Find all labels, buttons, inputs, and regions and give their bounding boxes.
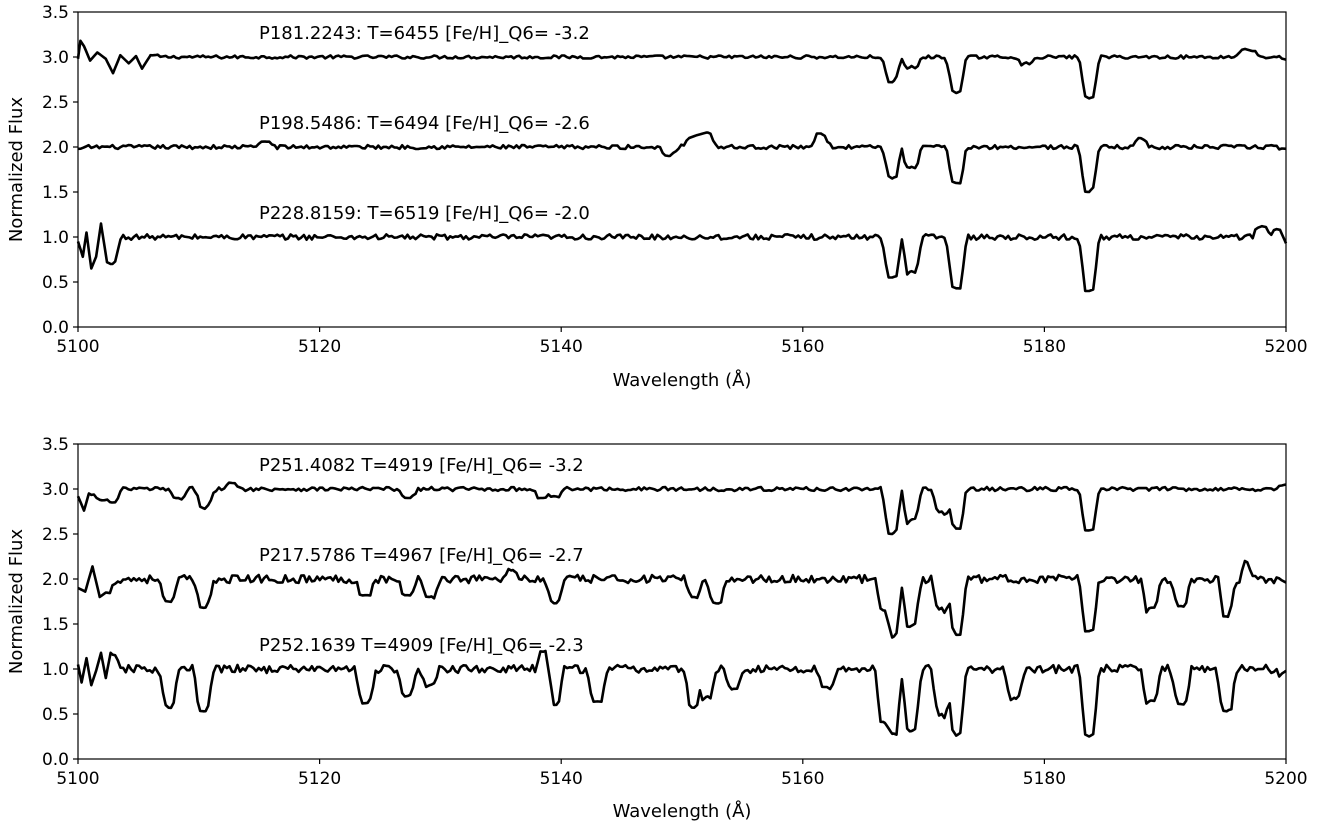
top-panel-annotations: P181.2243: T=6455 [Fe/H]_Q6= -3.2 P198.54… — [259, 23, 590, 224]
top-x-tick-label: 5100 — [56, 337, 99, 357]
top-x-tick-label: 5120 — [298, 337, 341, 357]
bottom-y-tick-label: 3.0 — [42, 480, 69, 500]
top-panel-frame — [77, 11, 1287, 328]
bottom-panel-x-ticks: 5100 5120 5140 5160 5180 5200 — [56, 759, 1308, 789]
top-y-tick-label: 3.5 — [42, 3, 69, 23]
top-spectrum-label-3: P228.8159: T=6519 [Fe/H]_Q6= -2.0 — [259, 203, 590, 224]
bottom-spectrum-line-2 — [77, 559, 1287, 639]
top-spectrum-line-1 — [76, 39, 1287, 100]
bottom-spectrum-label-3: P252.1639 T=4909 [Fe/H]_Q6= -2.3 — [259, 635, 584, 656]
bottom-spectrum-label-1: P251.4082 T=4919 [Fe/H]_Q6= -3.2 — [259, 455, 584, 476]
top-y-tick-label: 1.5 — [42, 183, 69, 203]
bottom-spectrum-line-3 — [76, 649, 1287, 738]
top-spectrum-line-2 — [77, 131, 1287, 194]
bottom-x-tick-label: 5140 — [540, 769, 583, 789]
top-x-tick-label: 5180 — [1023, 337, 1066, 357]
bottom-spectrum-label-2: P217.5786 T=4967 [Fe/H]_Q6= -2.7 — [259, 545, 584, 566]
top-y-tick-label: 3.0 — [42, 48, 69, 68]
bottom-y-tick-label: 1.0 — [42, 660, 69, 680]
bottom-panel-frame — [77, 443, 1287, 760]
top-y-tick-label: 1.0 — [42, 228, 69, 248]
bottom-x-tick-label: 5100 — [56, 769, 99, 789]
bottom-panel-spectra — [76, 481, 1287, 738]
bottom-panel-y-ticks: 0.0 0.5 1.0 1.5 2.0 2.5 3.0 3.5 — [42, 435, 78, 770]
bottom-y-tick-label: 0.5 — [42, 705, 69, 725]
top-panel-x-ticks: 5100 5120 5140 5160 5180 5200 — [56, 327, 1308, 357]
top-x-tick-label: 5160 — [781, 337, 824, 357]
top-panel: 5100 5120 5140 5160 5180 5200 0.0 0.5 1.0 1.5 2.0… — [6, 3, 1308, 391]
bottom-y-tick-label: 3.5 — [42, 435, 69, 455]
top-y-tick-label: 2.0 — [42, 138, 69, 158]
bottom-x-tick-label: 5120 — [298, 769, 341, 789]
bottom-y-tick-label: 0.0 — [42, 750, 69, 770]
bottom-x-tick-label: 5180 — [1023, 769, 1066, 789]
bottom-y-tick-label: 2.0 — [42, 570, 69, 590]
bottom-panel-annotations: P251.4082 T=4919 [Fe/H]_Q6= -3.2 P217.578… — [259, 455, 584, 656]
bottom-panel-x-axis-label: Wavelength (Å) — [613, 800, 752, 822]
top-spectrum-label-2: P198.5486: T=6494 [Fe/H]_Q6= -2.6 — [259, 113, 590, 134]
bottom-panel-y-axis-label: Normalized Flux — [6, 529, 27, 675]
top-spectrum-label-1: P181.2243: T=6455 [Fe/H]_Q6= -3.2 — [259, 23, 590, 44]
top-spectrum-line-3 — [76, 222, 1288, 293]
top-y-tick-label: 0.5 — [42, 273, 69, 293]
bottom-x-tick-label: 5160 — [781, 769, 824, 789]
bottom-y-tick-label: 1.5 — [42, 615, 69, 635]
top-panel-y-ticks: 0.0 0.5 1.0 1.5 2.0 2.5 3.0 3.5 — [42, 3, 78, 338]
bottom-panel: 5100 5120 5140 5160 5180 5200 0.0 0.5 1.0 1.5 2.0… — [6, 435, 1308, 822]
top-y-tick-label: 2.5 — [42, 93, 69, 113]
top-panel-x-axis-label: Wavelength (Å) — [613, 369, 752, 391]
bottom-spectrum-line-1 — [76, 481, 1287, 536]
top-panel-spectra — [76, 39, 1288, 293]
top-x-tick-label: 5140 — [540, 337, 583, 357]
top-x-tick-label: 5200 — [1264, 337, 1307, 357]
bottom-x-tick-label: 5200 — [1264, 769, 1307, 789]
bottom-y-tick-label: 2.5 — [42, 525, 69, 545]
top-y-tick-label: 0.0 — [42, 318, 69, 338]
top-panel-y-axis-label: Normalized Flux — [6, 97, 27, 243]
